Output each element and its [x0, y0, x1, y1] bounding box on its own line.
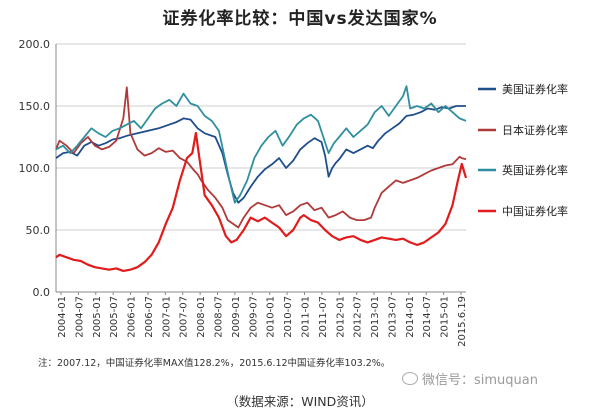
x-tick-label: 2008-07: [214, 296, 225, 338]
x-tick-label: 2006-07: [144, 296, 155, 338]
x-tick-label: 2009-01: [231, 296, 242, 338]
x-tick-label: 2008-01: [196, 296, 207, 338]
y-axis: 0.0 50.0 100.0 150.0 200.0: [19, 38, 57, 299]
series-line: [55, 131, 468, 272]
legend-label: 日本证券化率: [502, 123, 568, 137]
x-tick-label: 2005-01: [92, 296, 103, 338]
x-tick-label: 2009-07: [248, 296, 259, 338]
data-source: （数据来源：WIND资讯）: [226, 394, 374, 409]
watermark: 微信号：simuquan: [402, 369, 538, 388]
x-tick-label: 2011-07: [318, 296, 329, 338]
chart-title: 证券化率比较：中国vs发达国家%: [162, 9, 438, 29]
x-tick-label: 2015.6.19: [457, 296, 468, 347]
series-line: [55, 86, 467, 229]
x-tick-label: 2015-01: [440, 296, 451, 338]
y-tick-label: 0.0: [33, 286, 51, 299]
legend-label: 英国证券化率: [502, 163, 568, 177]
legend-label: 中国证券化率: [502, 204, 568, 218]
x-tick-label: 2004-01: [57, 296, 68, 338]
series-line: [55, 85, 467, 204]
x-tick-label: 2014-01: [405, 296, 416, 338]
y-tick-label: 50.0: [26, 224, 51, 237]
gridlines: [56, 43, 466, 293]
x-tick-label: 2010-07: [283, 296, 294, 338]
x-axis: 2004-01 2004-07 2005-01 2005-07 2006-01 2006-…: [57, 292, 468, 347]
wechat-icon: [402, 372, 418, 385]
footnote: 注：2007.12，中国证券化率MAX值128.2%，2015.6.12中国证券…: [38, 358, 391, 369]
x-tick-label: 2013-01: [370, 296, 381, 338]
x-tick-label: 2007-07: [179, 296, 190, 338]
x-tick-label: 2011-01: [300, 296, 311, 338]
watermark-text: 微信号：simuquan: [422, 373, 538, 388]
x-tick-label: 2012-01: [335, 296, 346, 338]
x-tick-label: 2014-07: [422, 296, 433, 338]
x-tick-label: 2006-01: [127, 296, 138, 338]
series-lines: [55, 85, 468, 272]
x-tick-label: 2010-01: [266, 296, 277, 338]
y-tick-label: 200.0: [19, 38, 51, 51]
y-tick-label: 150.0: [19, 100, 51, 113]
y-tick-label: 100.0: [19, 162, 51, 175]
x-tick-label: 2012-07: [353, 296, 364, 338]
x-tick-label: 2013-07: [387, 296, 398, 338]
legend-label: 美国证券化率: [502, 82, 568, 96]
x-tick-label: 2004-07: [74, 296, 85, 338]
x-tick-label: 2007-01: [161, 296, 172, 338]
series-line: [55, 105, 466, 204]
x-tick-label: 2005-07: [109, 296, 120, 338]
